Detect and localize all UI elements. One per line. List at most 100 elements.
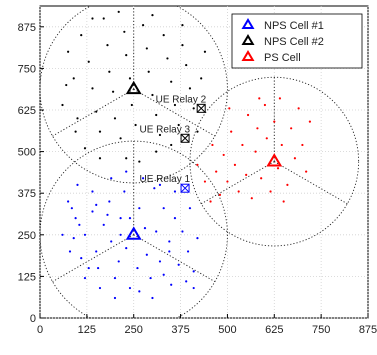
user-point [147,70,150,73]
user-point [119,217,122,220]
user-point [125,53,128,57]
user-point [166,57,169,60]
user-point [192,270,195,273]
user-point [155,230,158,233]
y-axis-ticks: 0 125 250 375 500 625 750 875 [18,22,44,325]
x-tick-label: 750 [312,324,330,336]
legend-label: PS Cell [264,52,301,64]
user-point [170,80,173,83]
relay-label: UE Relay 1 [139,174,190,185]
user-point [119,137,122,140]
user-point [230,130,233,133]
user-points [61,10,311,300]
user-point [87,266,90,270]
user-point [278,97,282,100]
user-point [273,120,276,123]
user-point [293,157,297,160]
x-axis-ticks: 0 125 250 375 500 625 750 875 [37,314,377,336]
cell-boundary [40,6,228,184]
relay-markers: UE Relay 1 UE Relay 2 UE Relay 3 [139,94,207,193]
user-point [110,240,113,243]
user-point [119,233,122,236]
user-point [301,143,304,147]
user-point [177,263,180,266]
relay-cross [196,103,206,113]
user-point [141,24,145,27]
user-point [158,183,162,186]
user-point [263,103,267,107]
user-point [74,130,77,133]
x-tick-label: 250 [125,324,143,336]
user-point [173,217,177,220]
legend-label: NPS Cell #2 [264,36,324,48]
user-point [241,143,244,147]
user-point [128,77,132,80]
x-tick-label: 0 [37,324,43,336]
user-point [203,50,207,53]
relay-box [180,183,190,193]
user-point [269,190,272,193]
legend-marker [241,50,255,61]
user-point [98,157,102,160]
cell-circles [40,6,360,318]
user-point [226,180,229,183]
relay-cross [180,183,190,193]
user-point [168,250,171,253]
relay-box [180,133,190,143]
user-point [192,286,195,290]
grid-lines [39,6,369,319]
user-point [128,286,132,290]
y-tick-label: 750 [18,63,36,75]
y-tick-label: 875 [18,22,36,34]
user-point [76,183,79,186]
user-point [117,10,120,13]
user-point [286,183,289,186]
x-tick-label: 875 [359,324,377,336]
cell-boundary [40,140,228,318]
user-point [80,34,83,37]
user-point [158,133,162,137]
user-point [113,117,117,120]
user-point [162,34,165,37]
user-point [170,143,173,147]
user-point [181,24,184,27]
user-point [123,190,126,193]
user-point [308,120,311,123]
x-tick-label: 375 [171,324,189,336]
user-point [83,147,87,150]
user-point [170,283,173,286]
user-point [141,177,145,180]
user-point [117,260,120,263]
user-point [98,286,102,290]
cell-center-triangle [125,226,142,240]
user-point [211,143,214,147]
cell-center-triangle [266,153,283,167]
user-point [192,107,195,110]
user-point [149,276,152,280]
user-point [181,230,184,233]
user-point [125,157,128,160]
user-point [95,110,98,113]
x-tick-label: 500 [218,324,236,336]
user-point [196,163,199,167]
legend-box [231,13,363,69]
user-point [136,266,139,270]
user-point [67,50,70,53]
user-point [102,17,105,20]
user-point [91,210,94,213]
user-point [83,276,87,280]
user-point [78,223,81,226]
user-point [222,153,225,157]
user-point [186,250,190,253]
relay-cross [180,133,190,143]
user-point [155,150,158,153]
user-point [72,237,75,240]
legend: NPS Cell #1 NPS Cell #2 PS Cell [231,13,363,69]
user-point [245,173,248,176]
legend-marker [241,34,255,45]
user-point [151,296,154,300]
user-point [196,237,199,240]
user-point [282,200,285,203]
user-point [305,170,308,173]
